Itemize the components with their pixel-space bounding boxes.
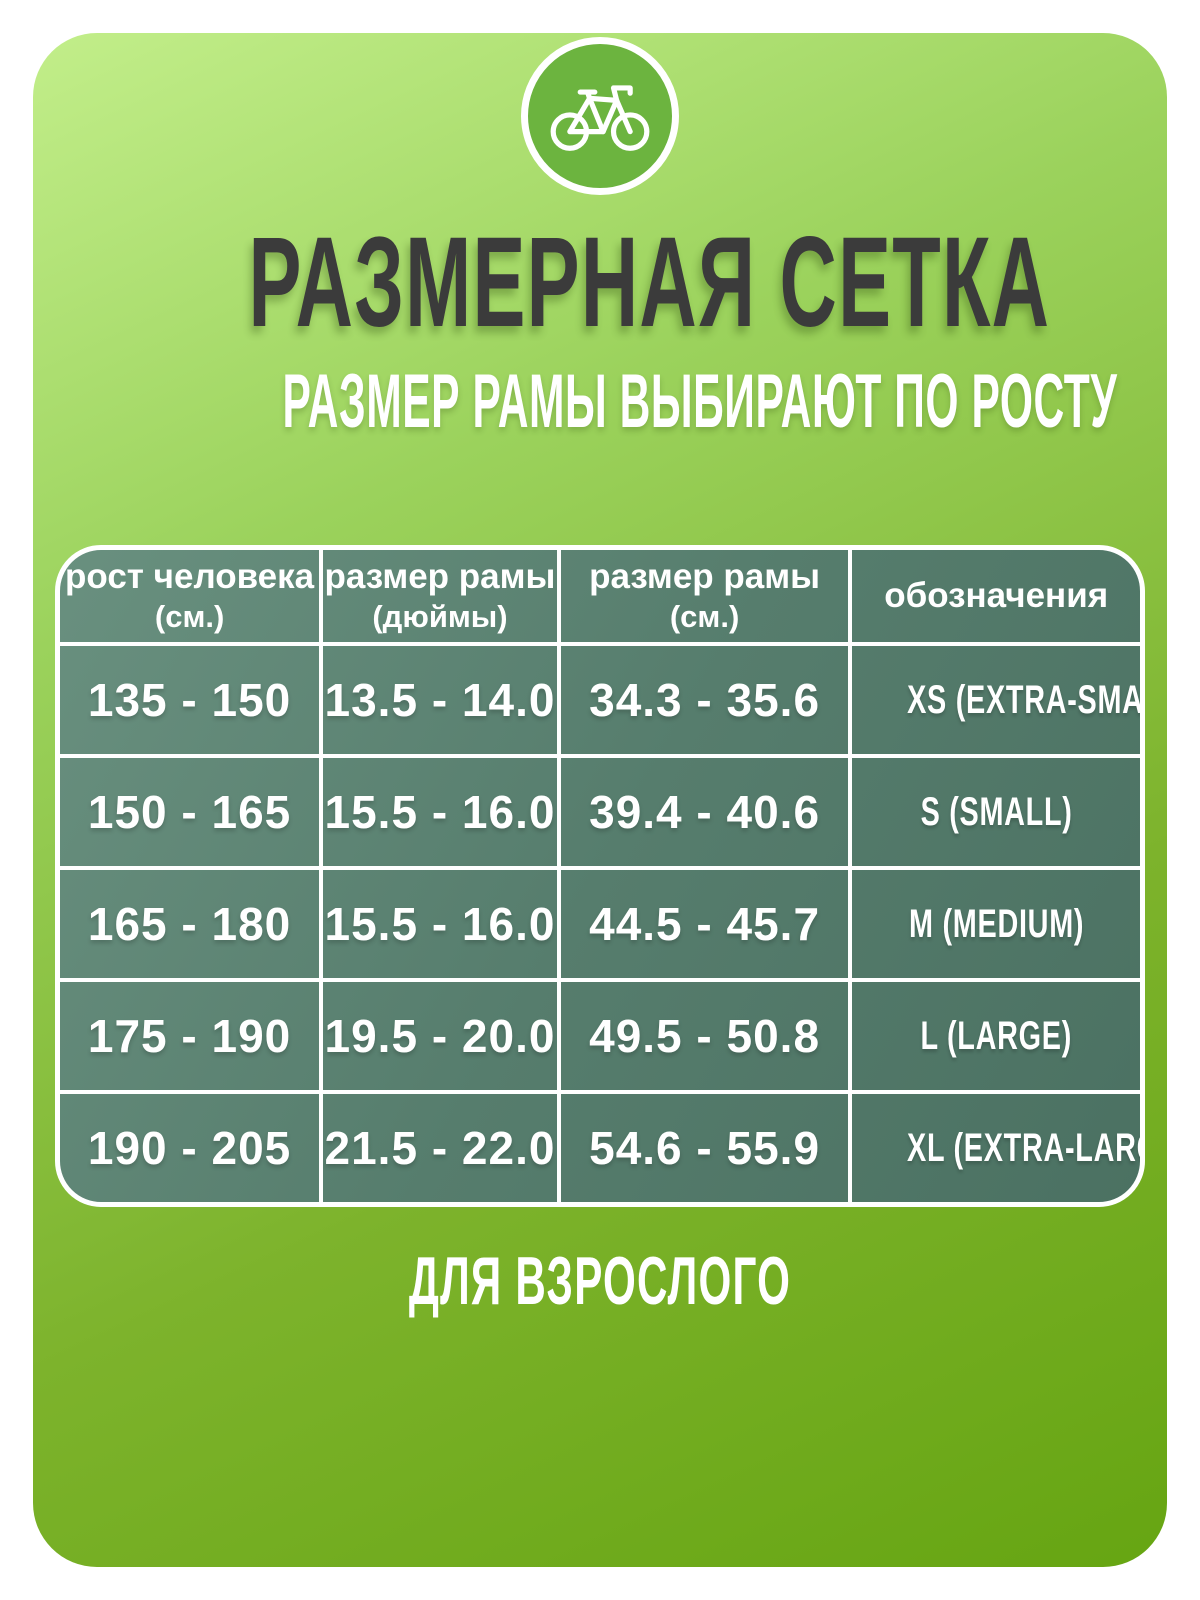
- table-row-xs: 135 - 150 13.5 - 14.0 34.3 - 35.6 XS (EX…: [60, 642, 1140, 754]
- cell-size-label: XS (EXTRA-SMALL): [848, 642, 1140, 754]
- cell-frame-inches: 15.5 - 16.0: [319, 866, 557, 978]
- size-table-grid: рост человека (см.) размер рамы (дюймы) …: [60, 550, 1140, 1202]
- cell-size-label: M (MEDIUM): [848, 866, 1140, 978]
- cell-size-label: XL (EXTRA-LARGE): [848, 1090, 1140, 1202]
- bicycle-icon: [550, 85, 650, 151]
- cell-height-range: 135 - 150: [60, 642, 320, 754]
- cell-height-range: 175 - 190: [60, 978, 320, 1090]
- audience-label: ДЛЯ ВЗРОСЛОГО: [408, 1243, 792, 1319]
- size-label-text: L (LARGE): [920, 1013, 1072, 1058]
- col-header-rider-height: рост человека (см.): [60, 550, 319, 642]
- col-header-unit: (см.): [154, 598, 225, 634]
- table-row-l: 175 - 190 19.5 - 20.0 49.5 - 50.8 L (LAR…: [60, 978, 1140, 1090]
- cell-frame-cm: 54.6 - 55.9: [556, 1090, 849, 1202]
- cell-frame-cm: 34.3 - 35.6: [556, 642, 849, 754]
- col-header-label: размер рамы: [589, 557, 821, 597]
- cell-frame-cm: 49.5 - 50.8: [556, 978, 849, 1090]
- cell-frame-cm: 44.5 - 45.7: [556, 866, 849, 978]
- size-label-text: S (SMALL): [920, 789, 1073, 834]
- cell-frame-cm: 39.4 - 40.6: [556, 754, 849, 866]
- size-table: рост человека (см.) размер рамы (дюймы) …: [55, 545, 1145, 1207]
- col-header-unit: (дюймы): [372, 598, 508, 634]
- cell-frame-inches: 19.5 - 20.0: [319, 978, 557, 1090]
- cell-height-range: 190 - 205: [60, 1090, 320, 1202]
- size-label-text: XL (EXTRA-LARGE): [907, 1125, 1140, 1170]
- cell-height-range: 150 - 165: [60, 754, 320, 866]
- col-header-label: обозначения: [884, 576, 1109, 615]
- page-subtitle: РАЗМЕР РАМЫ ВЫБИРАЮТ ПО РОСТУ: [282, 359, 1118, 444]
- col-header-designation: обозначения: [848, 550, 1140, 642]
- col-header-frame-cm: размер рамы (см.): [556, 550, 849, 642]
- col-header-frame-inches: размер рамы (дюймы): [319, 550, 557, 642]
- size-label-text: XS (EXTRA-SMALL): [907, 677, 1145, 722]
- size-label-text: M (MEDIUM): [908, 901, 1084, 946]
- size-chart-card: РАЗМЕРНАЯ СЕТКА РАЗМЕР РАМЫ ВЫБИРАЮТ ПО …: [33, 33, 1167, 1567]
- col-header-unit: (см.): [669, 598, 740, 634]
- table-header-row: рост человека (см.) размер рамы (дюймы) …: [60, 550, 1140, 642]
- cell-size-label: L (LARGE): [848, 978, 1140, 1090]
- cell-frame-inches: 21.5 - 22.0: [319, 1090, 557, 1202]
- table-row-xl: 190 - 205 21.5 - 22.0 54.6 - 55.9 XL (EX…: [60, 1090, 1140, 1202]
- table-row-s: 150 - 165 15.5 - 16.0 39.4 - 40.6 S (SMA…: [60, 754, 1140, 866]
- table-row-m: 165 - 180 15.5 - 16.0 44.5 - 45.7 M (MED…: [60, 866, 1140, 978]
- cell-frame-inches: 13.5 - 14.0: [319, 642, 557, 754]
- col-header-label: рост человека: [65, 557, 315, 597]
- cell-size-label: S (SMALL): [848, 754, 1140, 866]
- col-header-label: размер рамы: [324, 557, 556, 597]
- page-title: РАЗМЕРНАЯ СЕТКА: [248, 211, 1051, 354]
- cell-height-range: 165 - 180: [60, 866, 320, 978]
- cell-frame-inches: 15.5 - 16.0: [319, 754, 557, 866]
- logo-circle: [521, 37, 679, 195]
